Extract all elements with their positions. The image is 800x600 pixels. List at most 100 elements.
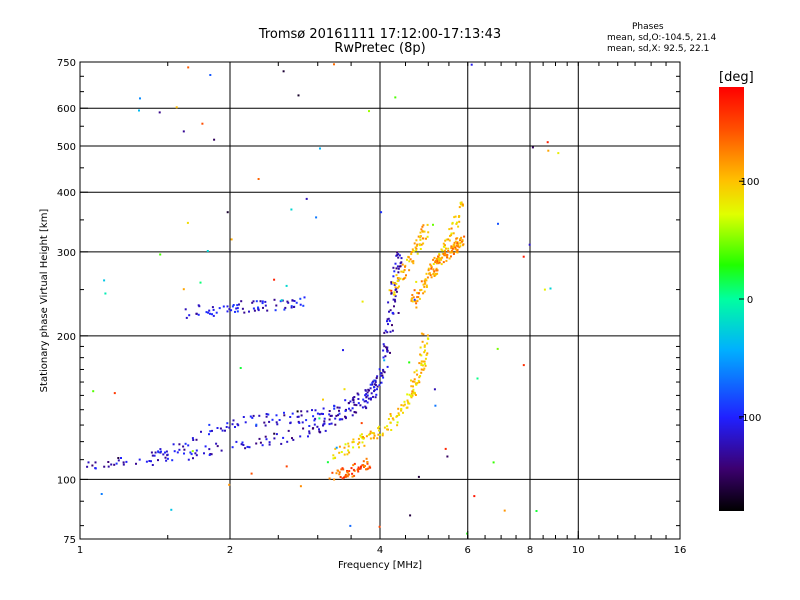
data-point	[164, 451, 166, 454]
data-point	[392, 275, 395, 278]
data-point	[400, 270, 403, 273]
data-point	[328, 410, 331, 412]
data-point	[195, 438, 198, 441]
data-point	[415, 249, 418, 252]
data-point	[388, 310, 390, 313]
data-point	[338, 406, 341, 409]
data-point	[352, 446, 355, 449]
data-point	[107, 465, 110, 468]
data-point	[458, 220, 461, 223]
data-point	[549, 287, 552, 290]
data-point	[451, 222, 454, 225]
data-point	[315, 216, 318, 219]
data-point	[357, 437, 360, 440]
data-point	[414, 394, 417, 396]
data-point	[390, 281, 393, 284]
y-axis-label: Stationary phase Virtual Height [km]	[39, 209, 50, 393]
data-point	[236, 310, 239, 313]
data-point	[295, 301, 298, 304]
data-point	[302, 304, 305, 307]
data-point	[386, 346, 389, 349]
data-point	[442, 253, 445, 256]
data-point	[408, 260, 411, 263]
data-point	[372, 432, 375, 435]
data-point	[366, 462, 369, 465]
data-point	[264, 304, 267, 307]
data-point	[257, 178, 260, 180]
data-point	[94, 461, 97, 464]
data-point	[244, 421, 247, 424]
data-point	[387, 317, 390, 320]
data-point	[456, 242, 459, 244]
data-point	[389, 309, 392, 312]
data-point	[339, 418, 342, 421]
data-point	[418, 381, 421, 384]
data-point	[407, 401, 410, 404]
data-point	[336, 406, 339, 409]
y-tick-label: 300	[57, 248, 76, 259]
data-point	[338, 445, 341, 448]
data-point	[368, 465, 371, 468]
data-point	[424, 364, 427, 367]
data-point	[438, 260, 440, 262]
data-point	[220, 449, 223, 452]
data-point	[422, 242, 425, 245]
data-point	[157, 459, 159, 462]
data-point	[405, 274, 407, 277]
data-point	[226, 305, 229, 308]
data-point	[268, 443, 271, 446]
data-point	[86, 465, 89, 468]
data-point	[421, 364, 424, 367]
data-point	[160, 450, 162, 453]
data-point	[291, 412, 294, 415]
data-point	[371, 431, 374, 434]
data-point	[350, 467, 353, 470]
data-point	[387, 301, 390, 304]
data-point	[248, 310, 250, 313]
data-point	[378, 525, 381, 528]
data-point	[209, 430, 212, 433]
data-point	[322, 407, 325, 410]
data-point	[420, 364, 423, 366]
data-point	[343, 476, 345, 479]
data-point	[456, 244, 459, 247]
data-point	[425, 286, 428, 288]
data-point	[185, 316, 188, 319]
data-point	[251, 301, 254, 304]
data-point	[446, 256, 449, 259]
data-point	[328, 413, 331, 416]
y-tick-label: 600	[57, 104, 76, 115]
data-point	[522, 255, 525, 258]
data-point	[376, 375, 379, 378]
data-point	[194, 452, 197, 455]
data-point	[429, 274, 432, 277]
data-point	[445, 238, 448, 241]
data-point	[280, 299, 283, 302]
data-point	[274, 309, 277, 312]
data-point	[415, 302, 418, 305]
data-point	[249, 415, 252, 418]
data-point	[312, 415, 315, 418]
data-point	[454, 240, 457, 243]
data-point	[387, 323, 389, 326]
data-point	[422, 333, 425, 336]
data-point	[370, 392, 373, 395]
data-point	[343, 453, 346, 456]
data-point	[383, 331, 386, 334]
data-point	[335, 446, 338, 449]
data-point	[275, 433, 278, 436]
data-point	[420, 228, 423, 231]
data-point	[421, 230, 424, 233]
data-point	[395, 290, 398, 293]
data-point	[153, 454, 156, 457]
data-point	[408, 393, 411, 396]
data-point	[308, 425, 311, 427]
y-tick-label: 750	[57, 58, 76, 69]
data-point	[186, 221, 189, 224]
data-point	[255, 300, 258, 303]
data-point	[395, 282, 398, 285]
data-point	[394, 262, 397, 265]
data-point	[107, 461, 110, 463]
data-point	[250, 472, 253, 475]
